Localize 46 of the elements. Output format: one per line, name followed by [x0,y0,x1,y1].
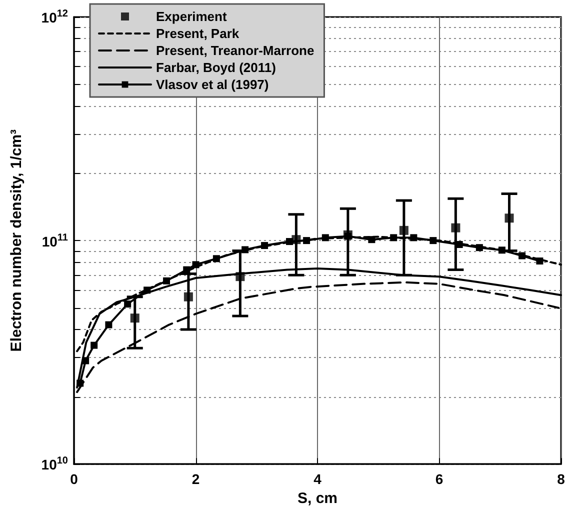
y-axis-title: Electron number density, 1/cm³ [8,129,25,352]
x-tick-label: 2 [192,471,200,488]
x-tick-label: 6 [435,471,444,488]
legend-label: Present, Treanor-Marrone [156,43,314,58]
x-axis-title: S, cm [297,490,338,507]
point [518,252,526,260]
point [476,244,483,252]
point [130,314,140,323]
x-tick-label: 4 [314,471,322,488]
point [451,223,460,232]
point [322,234,329,242]
point [183,266,190,274]
point [242,246,249,254]
point [124,300,132,308]
point [456,241,463,248]
point [430,237,437,244]
y-tick-label: 10$^{12}$ [41,8,68,26]
point [76,380,84,387]
point [192,261,200,268]
point [536,258,544,265]
point [144,286,151,294]
point [184,292,193,302]
point [498,246,506,254]
legend-label: Experiment [156,9,228,24]
legend-label: Vlasov et al (1997) [156,77,269,92]
point [236,272,245,282]
point [163,277,170,284]
point [90,342,98,349]
legend-label: Present, Park [156,26,240,41]
x-tick-label: 0 [70,471,78,488]
point [212,255,220,262]
point [368,236,376,244]
point [105,321,112,328]
point [261,242,268,250]
point [504,214,514,223]
point [292,235,301,244]
point [399,226,408,235]
point [410,234,418,242]
point [303,237,310,244]
y-tick-label: 10$^{11}$ [42,232,68,249]
point [343,230,352,240]
point [390,234,398,242]
y-tick-label: 10$^{10}$ [41,456,68,472]
x-tick-label: 8 [557,471,566,488]
point [82,357,90,364]
legend-label: Farbar, Boyd (2011) [156,60,276,75]
